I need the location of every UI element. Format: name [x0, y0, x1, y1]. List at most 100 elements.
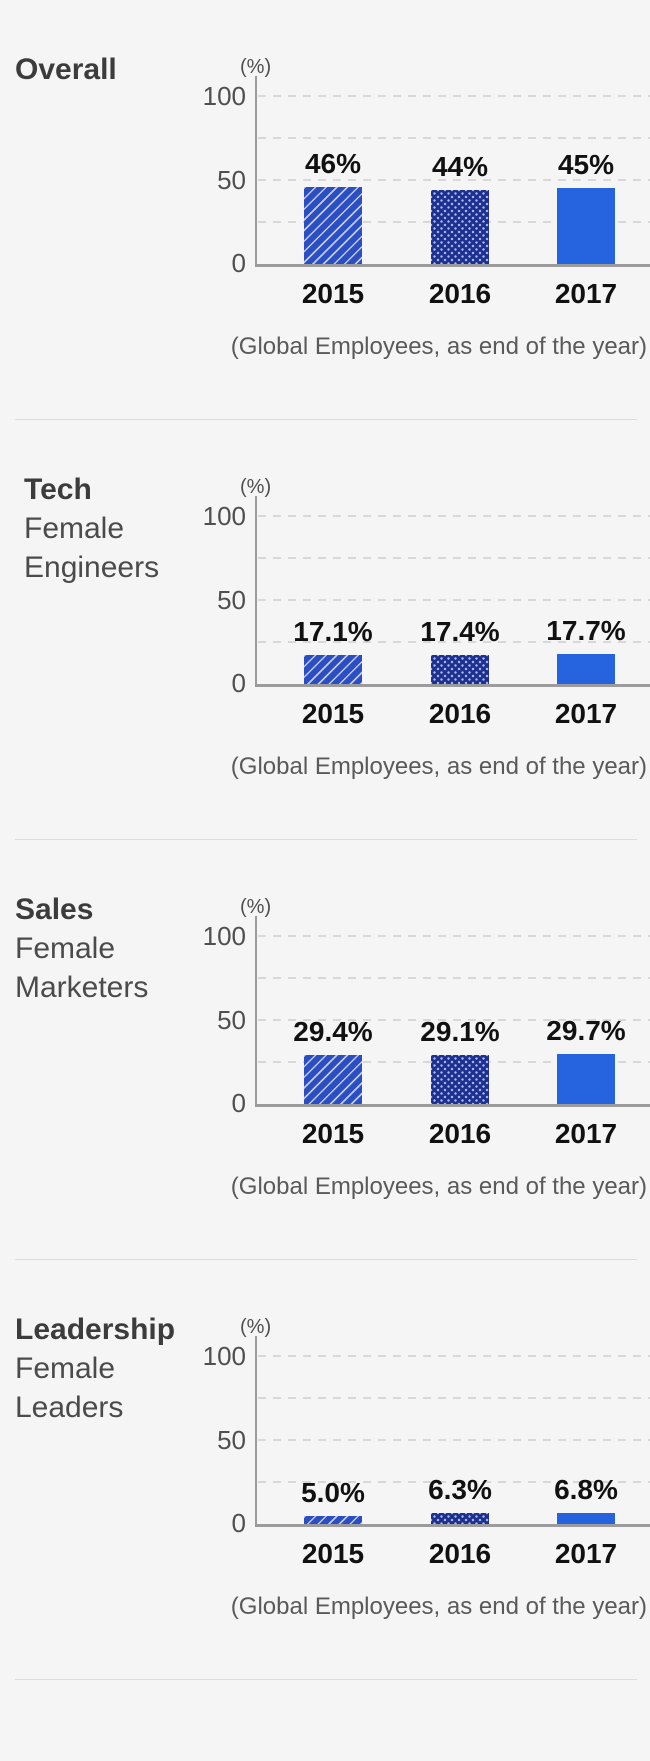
gridline-25	[258, 1481, 650, 1483]
y-axis-line	[255, 1336, 257, 1526]
bar-2016	[431, 190, 489, 264]
y-axis-line	[255, 496, 257, 686]
x-axis-line	[255, 1104, 650, 1107]
bar-value-label-2017: 29.7%	[546, 1015, 626, 1047]
gridline-75	[258, 137, 650, 139]
section-divider	[15, 419, 637, 420]
bar-2017	[557, 1054, 615, 1104]
bar-2015	[304, 655, 362, 684]
section-divider	[15, 1259, 637, 1260]
y-axis-unit-label: (%)	[240, 1316, 272, 1338]
bar-value-label-2017: 6.8%	[554, 1473, 618, 1505]
chart-title: Leadership	[15, 1313, 176, 1346]
bar-2017	[557, 1512, 615, 1524]
bar-value-label-2015: 5.0%	[301, 1476, 365, 1508]
y-tick-50: 50	[217, 1425, 246, 1455]
gridline-100	[258, 95, 650, 97]
gridline-100	[258, 1355, 650, 1357]
chart-caption: (Global Employees, as end of the year)	[230, 753, 647, 780]
bar-2016	[431, 1055, 489, 1104]
gridline-100	[258, 515, 650, 517]
chart-section-overall: Overall (%) 100 50 0 46% 44% 45% 2015 20…	[0, 0, 650, 420]
chart-caption: (Global Employees, as end of the year)	[230, 1173, 647, 1200]
bar-chart-tech: (%) 100 50 0 17.1% 17.4% 17.7% 2015 2016…	[0, 420, 650, 840]
x-tick-2016: 2016	[428, 698, 492, 729]
gridline-75	[258, 557, 650, 559]
x-tick-2015: 2015	[301, 278, 365, 309]
bar-2017	[557, 654, 615, 684]
x-tick-2017: 2017	[554, 278, 618, 309]
y-tick-0: 0	[231, 1088, 246, 1118]
bar-value-label-2016: 29.1%	[420, 1016, 500, 1048]
bar-value-label-2016: 6.3%	[428, 1474, 492, 1506]
bar-chart-overall: (%) 100 50 0 46% 44% 45% 2015 2016 2017 …	[0, 0, 650, 420]
x-axis-line	[255, 684, 650, 687]
gridline-75	[258, 1397, 650, 1399]
bar-value-label-2015: 17.1%	[293, 616, 373, 648]
chart-subtitle-line: Female	[15, 932, 116, 965]
x-tick-2017: 2017	[554, 1538, 618, 1569]
gridline-100	[258, 935, 650, 937]
section-divider	[15, 839, 637, 840]
chart-title-block: Tech Female Engineers	[24, 470, 159, 587]
x-tick-2015: 2015	[301, 1538, 365, 1569]
chart-title-block: Overall	[15, 50, 117, 89]
bar-2015	[304, 186, 362, 264]
y-axis-unit-label: (%)	[240, 896, 272, 918]
bar-chart-leadership: (%) 100 50 0 5.0% 6.3% 6.8% 2015 2016 20…	[0, 1260, 650, 1680]
y-axis-unit-label: (%)	[240, 56, 272, 78]
bar-2017	[557, 188, 615, 264]
gridline-75	[258, 977, 650, 979]
x-axis-line	[255, 264, 650, 267]
chart-title-block: Leadership Female Leaders	[15, 1310, 175, 1427]
chart-section-leadership: Leadership Female Leaders (%) 100 50 0 5…	[0, 1260, 650, 1680]
chart-section-sales: Sales Female Marketers (%) 100 50 0 29.4…	[0, 840, 650, 1260]
y-axis-unit-label: (%)	[240, 476, 272, 498]
bar-value-label-2015: 46%	[304, 147, 362, 179]
gridline-50	[258, 1019, 650, 1021]
chart-title: Sales	[15, 893, 94, 926]
y-tick-0: 0	[231, 668, 246, 698]
y-tick-0: 0	[231, 1508, 246, 1538]
bar-value-label-2017: 45%	[557, 149, 615, 181]
chart-subtitle-line: Leaders	[15, 1391, 124, 1424]
chart-subtitle-line: Marketers	[15, 971, 149, 1004]
y-tick-50: 50	[217, 165, 246, 195]
y-axis-line	[255, 916, 257, 1106]
y-axis-line	[255, 76, 257, 266]
chart-caption: (Global Employees, as end of the year)	[230, 1593, 647, 1620]
gridline-50	[258, 1439, 650, 1441]
chart-title: Tech	[24, 473, 92, 506]
bar-chart-sales: (%) 100 50 0 29.4% 29.1% 29.7% 2015 2016…	[0, 840, 650, 1260]
bar-2016	[431, 1513, 489, 1524]
x-tick-2015: 2015	[301, 698, 365, 729]
bar-value-label-2016: 17.4%	[420, 615, 500, 647]
bar-value-label-2015: 29.4%	[293, 1015, 373, 1047]
y-tick-100: 100	[202, 921, 246, 951]
chart-caption: (Global Employees, as end of the year)	[230, 333, 647, 360]
bottom-spacer	[0, 1680, 650, 1761]
x-tick-2016: 2016	[428, 1118, 492, 1149]
bar-value-label-2017: 17.7%	[546, 615, 626, 647]
section-divider	[15, 1679, 637, 1680]
x-tick-2016: 2016	[428, 1538, 492, 1569]
chart-subtitle-line: Engineers	[24, 551, 160, 584]
bar-2015	[304, 1054, 362, 1104]
gridline-50	[258, 599, 650, 601]
x-axis-line	[255, 1524, 650, 1527]
chart-title: Overall	[15, 53, 117, 86]
y-tick-50: 50	[217, 585, 246, 615]
y-tick-0: 0	[231, 248, 246, 278]
x-tick-2016: 2016	[428, 278, 492, 309]
bar-value-label-2016: 44%	[431, 151, 489, 183]
gridline-50	[258, 179, 650, 181]
chart-title-block: Sales Female Marketers	[15, 890, 148, 1007]
y-tick-100: 100	[202, 81, 246, 111]
chart-subtitle-line: Female	[15, 1352, 116, 1385]
bar-2015	[304, 1515, 362, 1524]
gridline-25	[258, 641, 650, 643]
x-tick-2017: 2017	[554, 1118, 618, 1149]
y-tick-100: 100	[202, 1341, 246, 1371]
chart-subtitle-line: Female	[24, 512, 125, 545]
x-tick-2015: 2015	[301, 1118, 365, 1149]
